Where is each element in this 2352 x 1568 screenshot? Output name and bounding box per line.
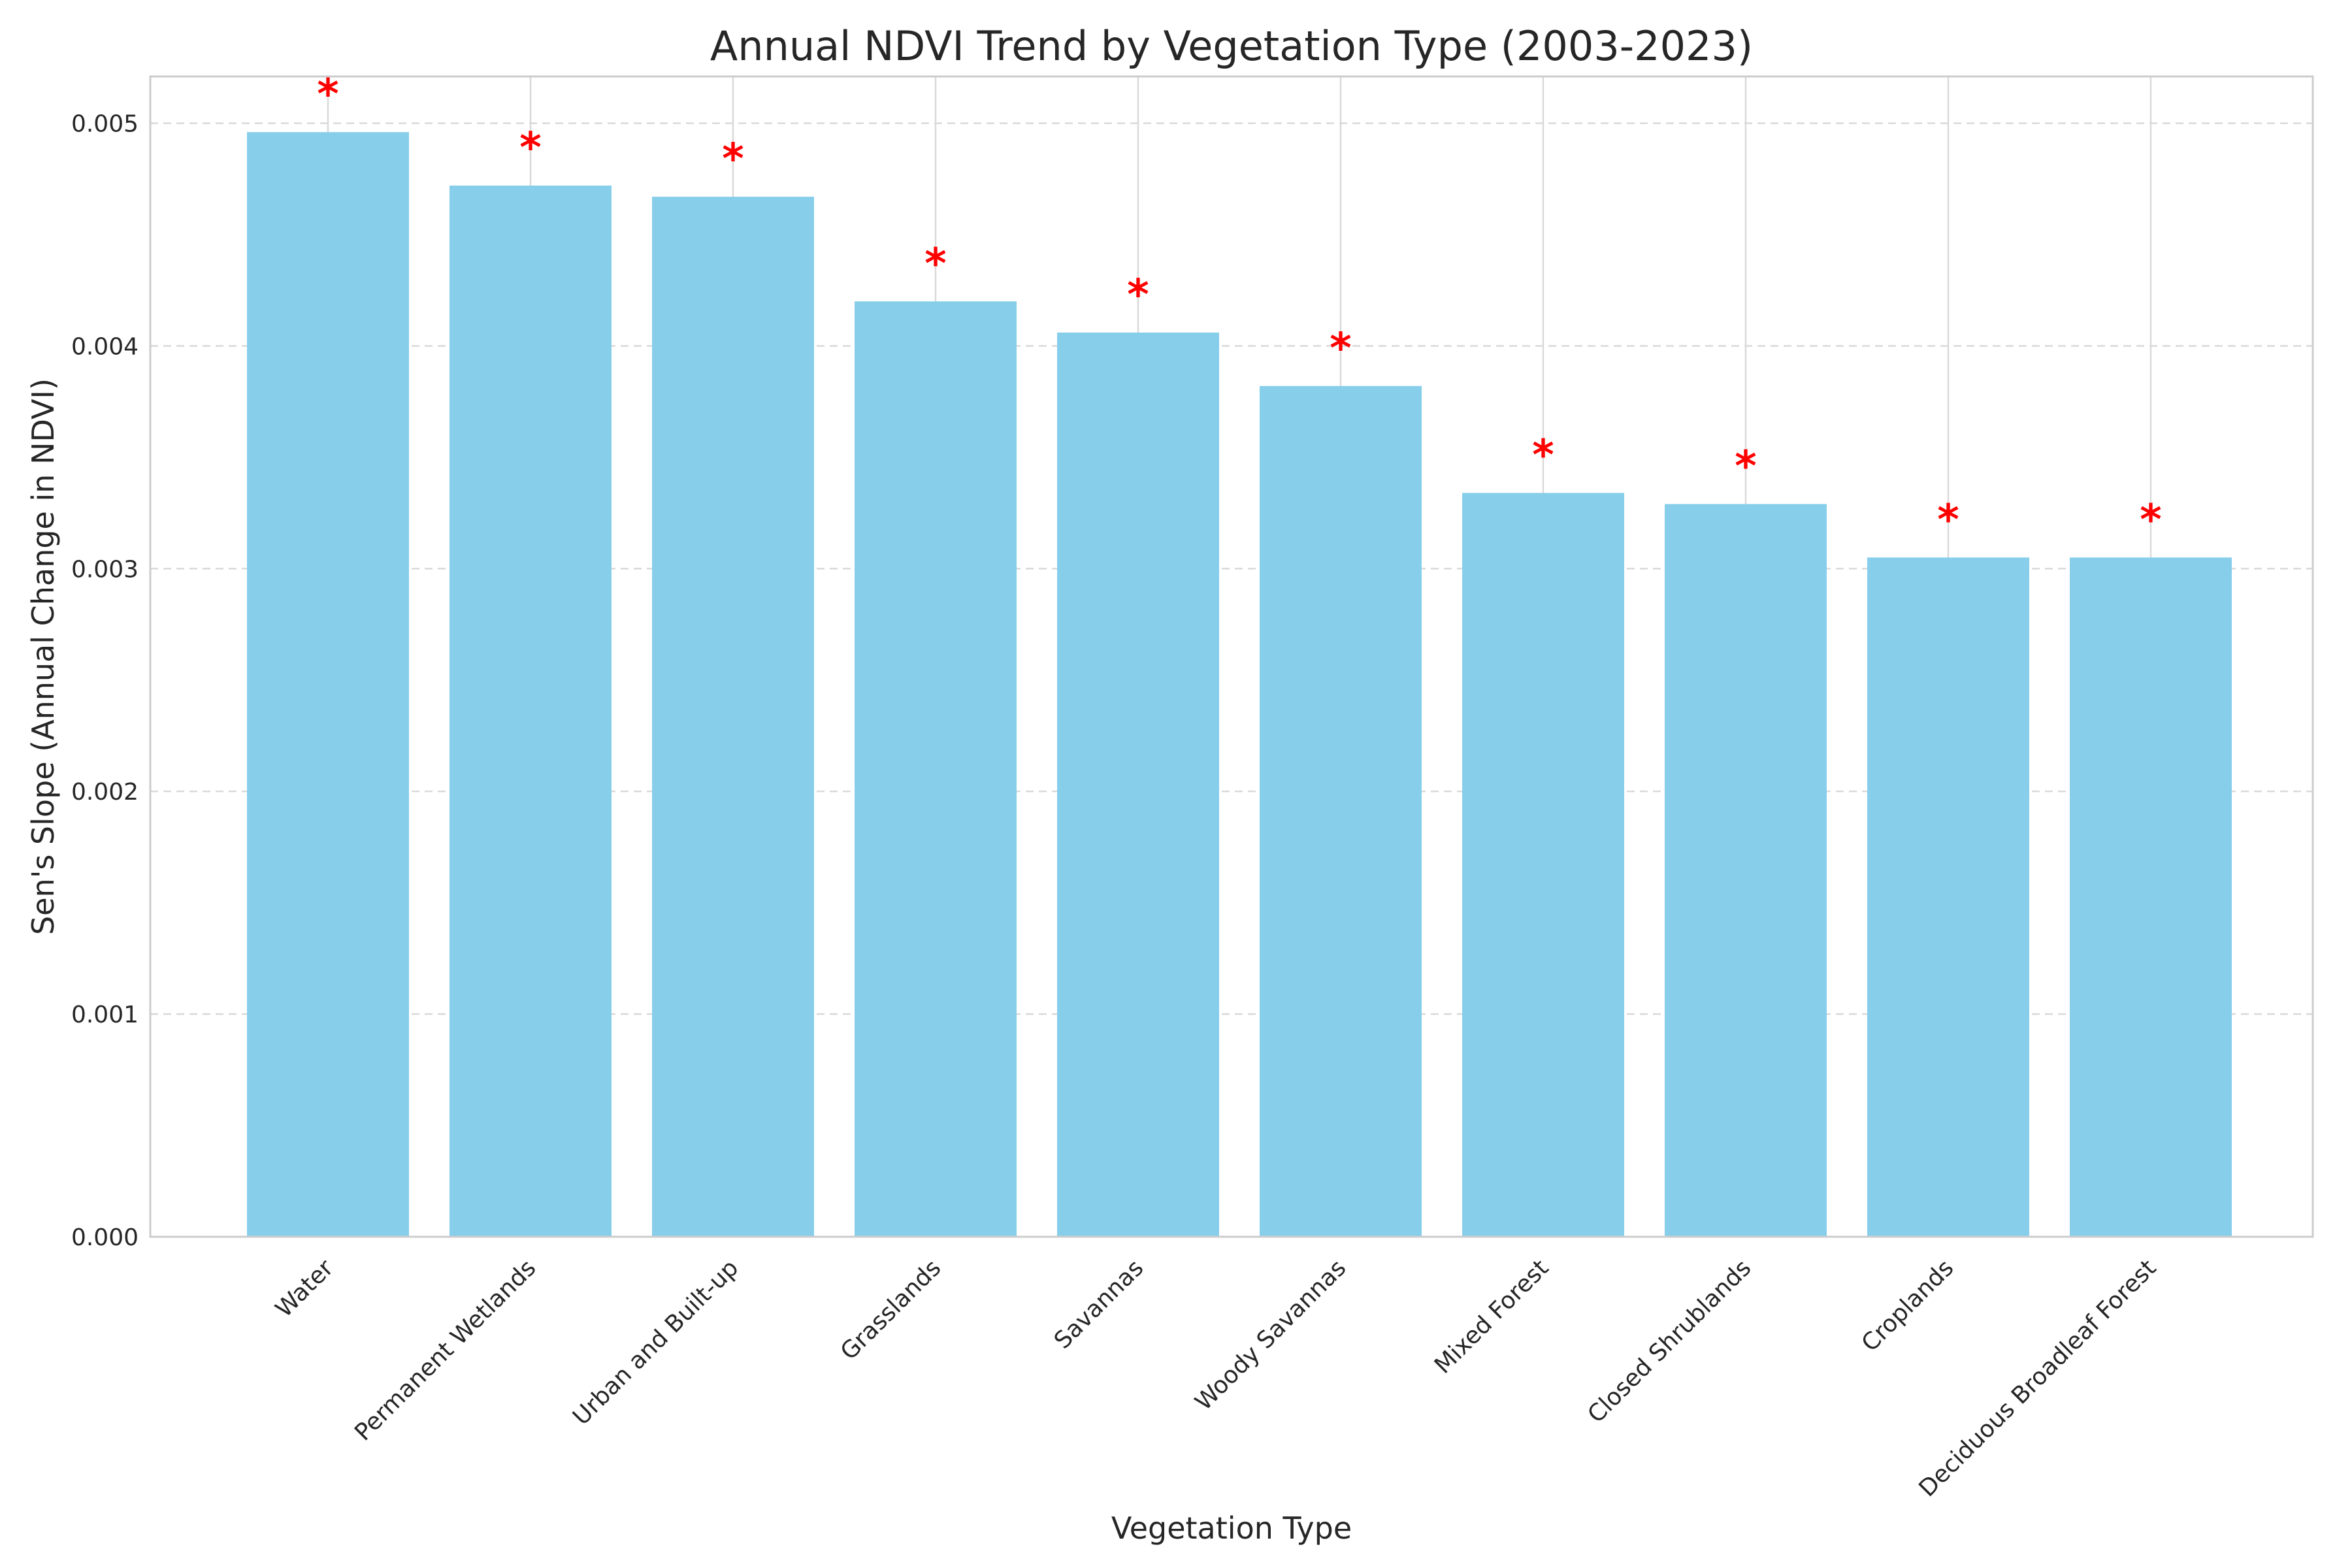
y-tick-label: 0.003	[71, 556, 139, 583]
significance-markers: * * * * * * * * * *	[317, 71, 2161, 544]
x-tick-label: Woody Savannas	[1190, 1254, 1352, 1416]
x-axis-label: Vegetation Type	[1111, 1511, 1352, 1546]
x-tick-label: Deciduous Broadleaf Forest	[1914, 1254, 2161, 1502]
bar-closed-shrublands	[1665, 504, 1827, 1237]
bar-woody-savannas	[1260, 385, 1422, 1237]
x-tick-label: Permanent Wetlands	[350, 1254, 541, 1446]
bars	[247, 132, 2232, 1237]
x-tick-label: Grasslands	[836, 1254, 947, 1365]
x-tick-label: Croplands	[1857, 1254, 1959, 1357]
significance-marker: *	[317, 71, 338, 119]
significance-marker: *	[1532, 431, 1554, 480]
y-tick-labels: 0.000 0.001 0.002 0.003 0.004 0.005	[71, 111, 139, 1251]
significance-marker: *	[2140, 496, 2161, 544]
bar-croplands	[1867, 557, 2029, 1237]
bar-permanent-wetlands	[449, 186, 612, 1237]
y-tick-label: 0.004	[71, 333, 139, 360]
chart-title: Annual NDVI Trend by Vegetation Type (20…	[710, 22, 1753, 70]
y-tick-label: 0.000	[71, 1224, 139, 1251]
significance-marker: *	[1937, 496, 1959, 544]
x-tick-label: Water	[270, 1254, 338, 1322]
significance-marker: *	[924, 240, 946, 288]
y-axis-label: Sen's Slope (Annual Change in NDVI)	[25, 378, 61, 935]
bar-mixed-forest	[1462, 493, 1624, 1237]
bar-savannas	[1057, 333, 1219, 1237]
bar-grasslands	[855, 301, 1017, 1237]
bar-urban-and-built-up	[652, 197, 814, 1237]
x-tick-label: Urban and Built-up	[568, 1254, 743, 1430]
x-tick-label: Savannas	[1049, 1254, 1149, 1354]
significance-marker: *	[722, 135, 743, 184]
significance-marker: *	[1330, 325, 1351, 373]
y-tick-label: 0.005	[71, 111, 139, 138]
x-tick-label: Closed Shrublands	[1582, 1254, 1756, 1428]
bar-deciduous-broadleaf-forest	[2070, 557, 2232, 1237]
y-tick-label: 0.002	[71, 779, 139, 806]
significance-marker: *	[519, 124, 541, 172]
x-tick-label: Mixed Forest	[1429, 1254, 1554, 1379]
bar-water	[247, 132, 409, 1237]
x-tick-labels: Water Permanent Wetlands Urban and Built-u…	[270, 1254, 2161, 1502]
significance-marker: *	[1735, 442, 1756, 491]
significance-marker: *	[1127, 271, 1149, 319]
axes-frame	[149, 75, 2314, 1238]
y-tick-label: 0.001	[71, 1002, 139, 1028]
